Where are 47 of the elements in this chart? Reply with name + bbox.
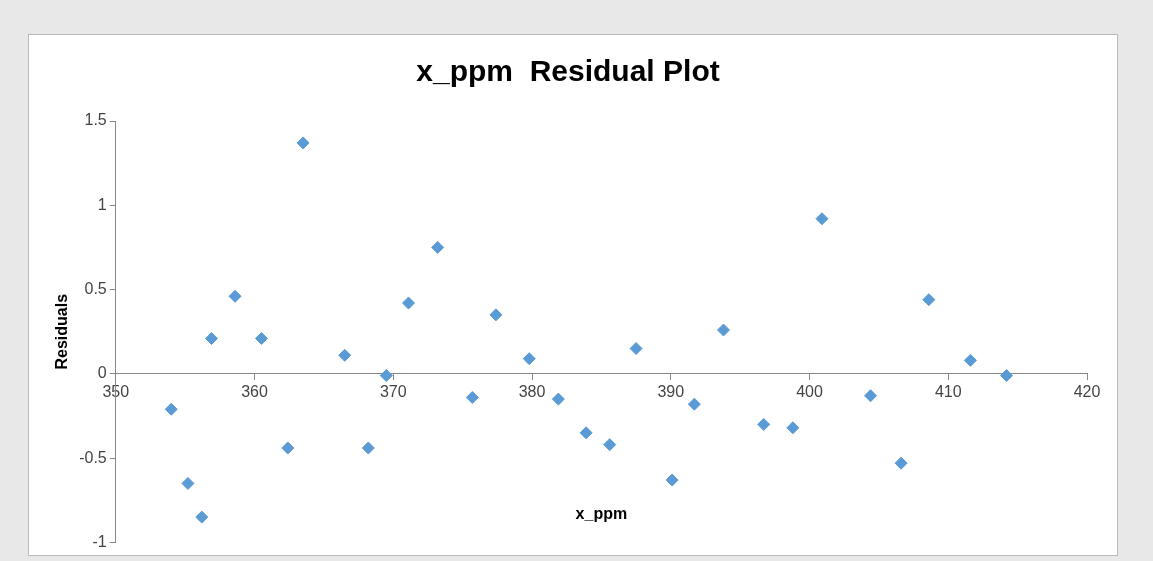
x-tick-label: 380 <box>518 382 546 400</box>
point <box>228 289 242 303</box>
point <box>665 473 679 487</box>
y-tick-label: 0 <box>97 364 107 382</box>
point <box>864 389 878 403</box>
point <box>281 441 295 455</box>
chart-title: x_ppm Residual Plot <box>416 54 720 88</box>
y-axis-title: Residuals <box>53 293 71 370</box>
point <box>687 397 701 411</box>
point <box>431 240 445 254</box>
point <box>579 426 593 440</box>
point <box>338 348 352 362</box>
y-tick-label: -0.5 <box>79 448 107 466</box>
point <box>205 331 219 345</box>
x-axis-title: x_ppm <box>575 505 628 523</box>
point <box>195 510 209 524</box>
point <box>1000 369 1014 383</box>
y-tick-label: -1 <box>92 532 107 550</box>
point <box>254 331 268 345</box>
x-tick-label: 420 <box>1073 382 1101 400</box>
x-tick-label: 390 <box>657 382 685 400</box>
point <box>402 296 416 310</box>
x-tick-label: 410 <box>934 382 962 400</box>
y-tick-label: 1 <box>97 195 107 213</box>
point <box>164 402 178 416</box>
y-tick-label: 1.5 <box>84 111 107 129</box>
point <box>786 421 800 435</box>
point <box>963 353 977 367</box>
point <box>551 392 565 406</box>
point <box>603 438 617 452</box>
point <box>757 417 771 431</box>
point <box>489 308 503 322</box>
y-tick-label: 0.5 <box>84 279 107 297</box>
x-tick-label: 400 <box>796 382 823 400</box>
point <box>894 456 908 470</box>
point <box>629 342 643 356</box>
point <box>379 369 393 383</box>
point <box>465 390 479 404</box>
point <box>522 352 536 366</box>
point <box>181 476 195 490</box>
x-tick-label: 360 <box>241 382 268 400</box>
point <box>716 323 730 337</box>
point <box>815 212 829 226</box>
x-tick-label: 370 <box>379 382 407 400</box>
point <box>296 136 310 150</box>
point <box>361 441 375 455</box>
point <box>922 293 936 307</box>
